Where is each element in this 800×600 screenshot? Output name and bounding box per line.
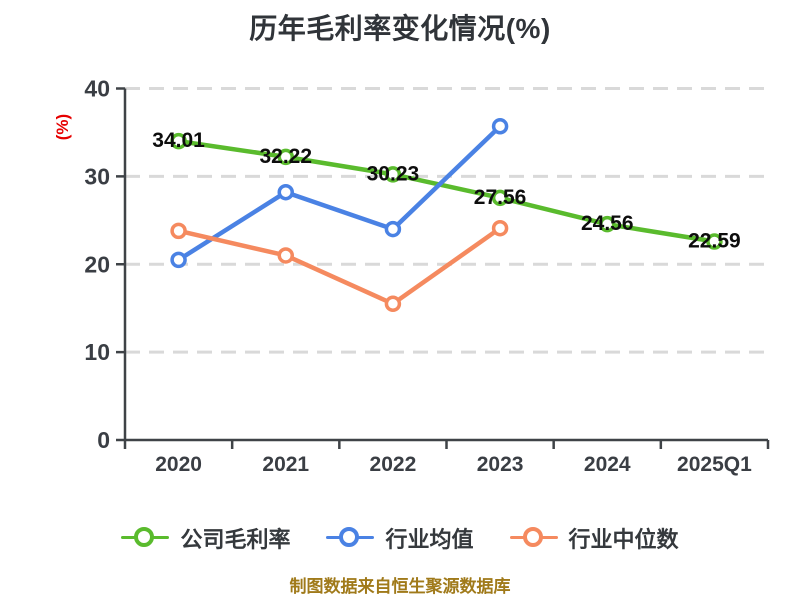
data-point-0-0 [170,132,187,150]
data-point-1-1 [277,183,294,201]
data-point-0-4 [599,215,616,233]
legend-item-1: 行业均值 [326,522,474,554]
legend-marker-icon [121,527,170,549]
data-point-1-2 [384,220,402,238]
legend: 公司毛利率 行业均值 行业中位数 [0,522,800,554]
series-line-0 [176,138,717,244]
data-point-2-2 [384,295,402,313]
data-label-0-5: 22.59 [688,229,741,252]
x-tick-label: 2025Q1 [677,453,752,476]
series-line-2 [176,225,503,307]
y-tick-label: 30 [84,163,110,189]
legend-item-2: 行业中位数 [509,522,679,554]
data-label-0-2: 30.23 [367,162,420,185]
chart-title: 历年毛利率变化情况(%) [249,13,551,44]
data-point-1-0 [170,251,187,269]
x-tick-label: 2024 [584,453,631,476]
y-tick-label: 0 [97,427,110,453]
data-label-0-4: 24.56 [581,212,634,235]
legend-label-1: 行业均值 [385,527,474,552]
data-label-0-0: 34.01 [152,129,205,152]
data-point-0-5 [706,233,723,250]
data-source-caption: 制图数据来自恒生聚源数据库 [289,577,511,596]
y-tick-label: 40 [84,76,110,102]
data-point-2-1 [277,247,294,264]
y-tick-label: 20 [84,251,110,277]
data-label-0-3: 27.56 [474,186,527,209]
x-tick-label: 2021 [262,453,309,476]
data-label-0-1: 32.22 [259,145,312,168]
legend-marker-icon [326,527,375,549]
data-point-0-2 [384,166,402,183]
series-line-1 [176,124,503,263]
plot-area: 0 10 20 30 40 2020 2021 2022 2023 2024 2025Q1 34.01… [84,76,770,476]
data-point-2-0 [170,222,187,240]
legend-label-2: 行业中位数 [568,527,679,552]
data-point-1-3 [491,118,509,135]
data-point-0-1 [277,148,294,166]
data-point-2-3 [491,219,509,237]
legend-marker-icon [509,527,558,549]
legend-label-0: 公司毛利率 [180,527,291,552]
data-point-0-3 [491,189,509,207]
x-tick-label: 2023 [477,453,524,476]
x-tick-label: 2022 [370,453,417,476]
legend-item-0: 公司毛利率 [121,522,290,554]
x-tick-label: 2020 [155,453,202,476]
y-tick-label: 10 [84,339,110,365]
